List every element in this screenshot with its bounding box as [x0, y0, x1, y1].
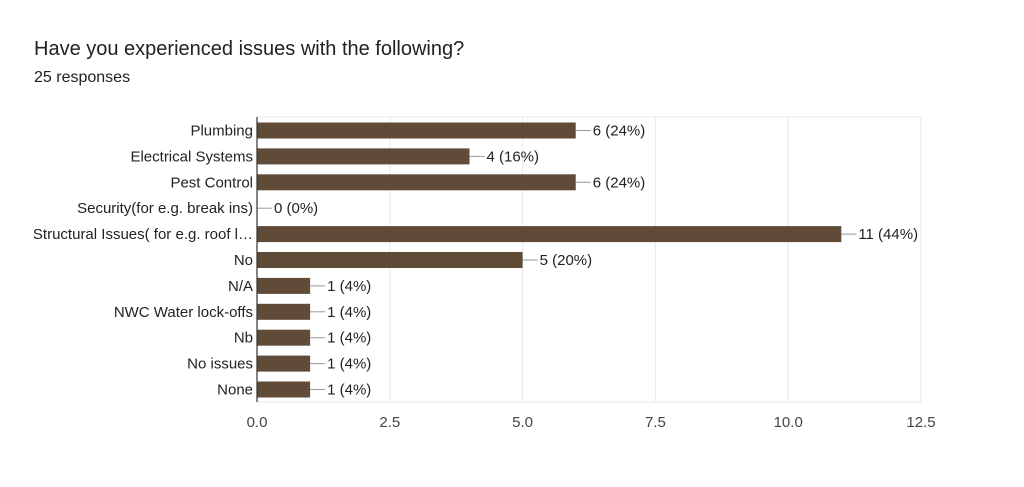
x-tick-label: 5.0	[512, 414, 533, 431]
value-label: 0 (0%)	[274, 200, 318, 217]
value-label: 5 (20%)	[540, 252, 593, 269]
category-label: Electrical Systems	[130, 148, 253, 165]
category-label: NWC Water lock-offs	[114, 304, 253, 321]
category-label: Nb	[234, 330, 253, 347]
value-label: 6 (24%)	[593, 174, 646, 191]
x-tick-label: 0.0	[247, 414, 268, 431]
value-label: 1 (4%)	[327, 304, 371, 321]
response-count: 25 responses	[34, 69, 131, 86]
bar[interactable]	[257, 226, 842, 243]
bar[interactable]	[257, 277, 311, 294]
bar[interactable]	[257, 329, 311, 346]
bar[interactable]	[257, 252, 523, 268]
value-label: 6 (24%)	[593, 123, 646, 140]
value-label: 4 (16%)	[486, 148, 539, 165]
category-label: No issues	[187, 356, 253, 373]
bar[interactable]	[257, 174, 576, 191]
x-tick-label: 10.0	[774, 414, 803, 431]
value-label: 1 (4%)	[327, 278, 371, 295]
category-label: N/A	[228, 278, 253, 295]
category-label: None	[217, 382, 253, 399]
value-label: 1 (4%)	[327, 330, 371, 347]
chart-title: Have you experienced issues with the fol…	[34, 38, 465, 60]
bar[interactable]	[257, 381, 311, 398]
bar[interactable]	[257, 148, 470, 165]
category-label: Security(for e.g. break ins)	[77, 200, 253, 217]
x-tick-label: 12.5	[906, 414, 935, 431]
value-label: 11 (44%)	[858, 226, 918, 243]
bar[interactable]	[257, 122, 576, 139]
bar[interactable]	[257, 303, 311, 320]
category-label: Plumbing	[190, 123, 253, 140]
bar[interactable]	[257, 355, 311, 372]
category-label: No	[234, 252, 253, 269]
value-label: 1 (4%)	[327, 382, 371, 399]
category-label: Pest Control	[170, 174, 253, 191]
category-label: Structural Issues( for e.g. roof l…	[33, 226, 253, 243]
x-tick-label: 2.5	[379, 414, 400, 431]
x-tick-label: 7.5	[645, 414, 666, 431]
value-label: 1 (4%)	[327, 356, 371, 373]
